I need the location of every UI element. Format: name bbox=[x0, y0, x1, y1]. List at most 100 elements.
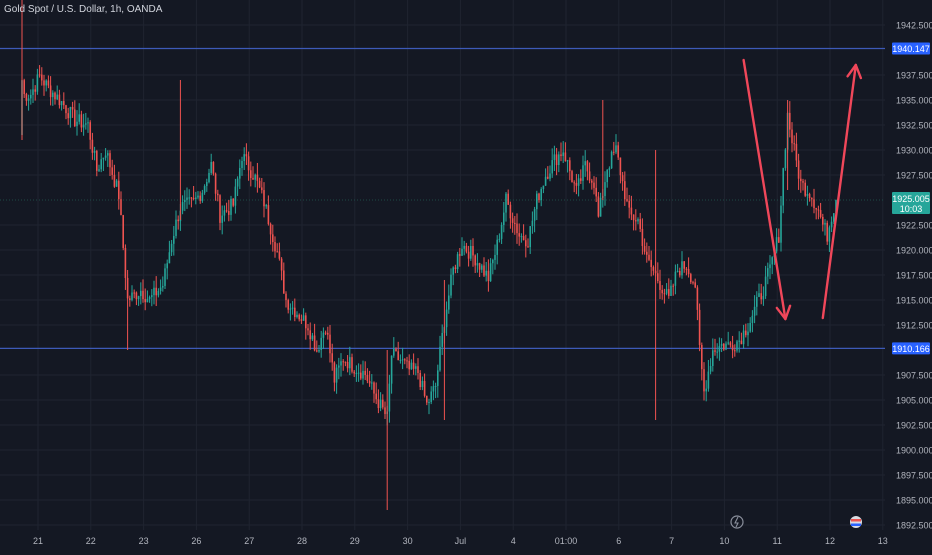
candle-body bbox=[30, 94, 32, 99]
candle-body bbox=[173, 235, 175, 244]
candle-body bbox=[683, 261, 685, 269]
candle-body bbox=[49, 85, 52, 98]
candle-body bbox=[98, 169, 100, 171]
candle-body bbox=[276, 251, 278, 253]
candle-body bbox=[804, 182, 806, 196]
candle-body bbox=[445, 309, 448, 328]
candle-body bbox=[775, 237, 778, 252]
candle-body bbox=[155, 287, 157, 296]
candle-body bbox=[32, 89, 34, 95]
candle-body bbox=[408, 360, 410, 370]
candle-body bbox=[137, 296, 140, 300]
candle-body bbox=[714, 350, 716, 352]
candle-body bbox=[558, 154, 560, 166]
candle-body bbox=[639, 219, 641, 229]
candle-body bbox=[718, 345, 721, 352]
candle-body bbox=[615, 145, 617, 153]
y-tick-label: 1905.000 bbox=[896, 396, 932, 406]
lightning-icon[interactable] bbox=[730, 515, 744, 529]
candle-body bbox=[302, 315, 305, 321]
candle-body bbox=[329, 334, 331, 354]
candle-body bbox=[272, 234, 274, 243]
candle-body bbox=[599, 197, 602, 217]
candle-body bbox=[300, 319, 303, 321]
candle-body bbox=[252, 177, 254, 180]
candle-body bbox=[529, 226, 531, 248]
flag-icon[interactable] bbox=[850, 516, 862, 528]
candle-body bbox=[474, 255, 476, 266]
candle-body bbox=[815, 208, 817, 210]
candle-body bbox=[441, 332, 443, 347]
candle-body bbox=[712, 350, 714, 366]
x-tick-label: 26 bbox=[191, 536, 201, 546]
candle-body bbox=[23, 80, 25, 95]
candle-body bbox=[481, 265, 483, 270]
candle-body bbox=[346, 361, 349, 369]
x-tick-label: 21 bbox=[33, 536, 43, 546]
candle-body bbox=[111, 167, 113, 175]
candle-body bbox=[824, 222, 826, 225]
candle-body bbox=[437, 370, 439, 386]
candle-body bbox=[758, 293, 760, 297]
candle-body bbox=[496, 239, 498, 255]
candle-body bbox=[340, 361, 342, 366]
candle-body bbox=[241, 160, 243, 168]
candle-body bbox=[531, 220, 534, 227]
candle-body bbox=[404, 359, 406, 361]
flag-stripe-icon bbox=[851, 523, 861, 526]
candle-body bbox=[434, 385, 437, 387]
candle-body bbox=[467, 251, 470, 259]
candle-body bbox=[641, 228, 644, 247]
candle-body bbox=[214, 173, 217, 194]
candle-body bbox=[835, 200, 837, 214]
candle-body bbox=[692, 282, 694, 284]
candle-body bbox=[657, 273, 659, 282]
candle-body bbox=[593, 182, 595, 188]
candle-body bbox=[544, 176, 547, 186]
candle-body bbox=[397, 351, 399, 361]
candle-body bbox=[670, 285, 672, 296]
candle-body bbox=[256, 174, 259, 181]
candle-body bbox=[483, 265, 485, 276]
candle-body bbox=[696, 287, 699, 310]
candle-body bbox=[355, 373, 358, 375]
x-tick-label: 28 bbox=[297, 536, 307, 546]
candle-body bbox=[360, 372, 362, 379]
candle-body bbox=[586, 161, 589, 172]
candle-body bbox=[395, 348, 397, 352]
candle-body bbox=[542, 185, 545, 190]
candle-body bbox=[707, 371, 710, 389]
time-axis-bg bbox=[0, 530, 932, 550]
candle-body bbox=[67, 113, 69, 119]
candle-body bbox=[452, 267, 454, 275]
candle-body bbox=[674, 271, 677, 286]
candle-body bbox=[830, 221, 833, 228]
y-tick-label: 1912.500 bbox=[896, 321, 932, 331]
candle-body bbox=[492, 259, 494, 264]
candle-body bbox=[318, 350, 320, 352]
x-tick-label: 7 bbox=[669, 536, 674, 546]
candle-body bbox=[85, 123, 87, 125]
candle-body bbox=[465, 245, 468, 252]
y-tick-label: 1935.000 bbox=[896, 96, 932, 106]
candle-body bbox=[582, 165, 584, 181]
candle-body bbox=[265, 205, 267, 207]
candle-body bbox=[808, 194, 811, 199]
candle-body bbox=[747, 331, 749, 336]
candle-body bbox=[619, 157, 622, 176]
candle-body bbox=[595, 187, 597, 197]
candle-body bbox=[555, 154, 558, 166]
y-tick-label: 1930.000 bbox=[896, 146, 932, 156]
candle-body bbox=[597, 196, 600, 217]
candle-body bbox=[604, 182, 606, 197]
candle-body bbox=[357, 372, 360, 374]
x-tick-label: 29 bbox=[350, 536, 360, 546]
candle-body bbox=[307, 328, 309, 331]
candle-body bbox=[584, 161, 586, 166]
candle-body bbox=[428, 401, 430, 403]
y-tick-label: 1895.000 bbox=[896, 496, 932, 506]
candle-body bbox=[533, 209, 536, 221]
candle-body bbox=[681, 261, 683, 276]
